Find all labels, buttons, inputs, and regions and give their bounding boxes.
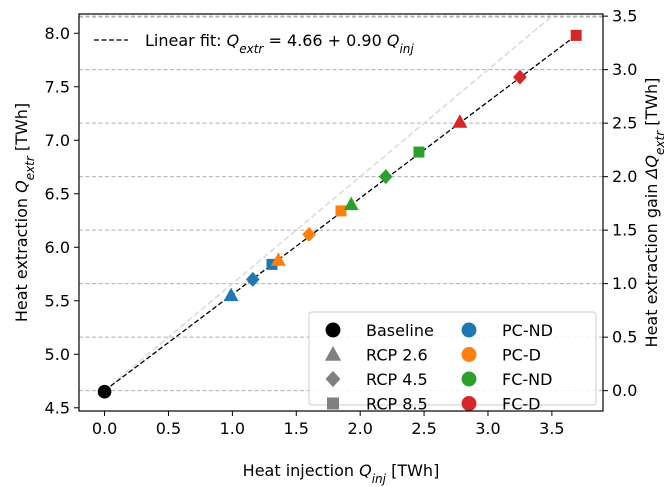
y-right-tick-label: 3.5 — [612, 7, 637, 26]
y-left-tick-label: 7.5 — [45, 77, 70, 96]
data-point-fc-nd-rcp-8-5 — [413, 146, 425, 158]
plot-frame — [78, 13, 604, 412]
legend-label-baseline: Baseline — [366, 321, 434, 340]
data-point-fc-d-rcp-2-6 — [452, 114, 468, 128]
reference-line — [104, 14, 556, 392]
x-tick-label: 3.5 — [539, 419, 564, 438]
data-point-pc-nd-rcp-4-5 — [245, 271, 260, 287]
data-point-pc-nd-rcp-2-6 — [223, 287, 239, 302]
y-left-tick-label: 5.0 — [45, 345, 70, 364]
y-right-tick-label: 2.5 — [612, 114, 637, 133]
legend-box — [308, 311, 597, 406]
x-tick-label: 1.5 — [284, 419, 309, 438]
y-right-tick-label: 2.0 — [612, 167, 637, 186]
y-axis-left-label: Heat extraction Qextr [TWh] — [12, 103, 37, 322]
data-point-pc-d-rcp-2-6 — [270, 252, 286, 266]
y-left-tick-label: 6.0 — [45, 238, 70, 257]
legend-marker-pc-nd — [461, 322, 477, 338]
legend-marker-fc-nd — [461, 371, 477, 387]
data-point-fc-d-rcp-4-5 — [513, 69, 527, 85]
x-tick-label: 3.0 — [475, 419, 500, 438]
data-point-pc-d-rcp-4-5 — [302, 226, 316, 242]
data-point-baseline-baseline — [97, 384, 112, 399]
legend-label-fc-nd: FC-ND — [502, 370, 552, 389]
x-tick-label: 0.0 — [92, 419, 117, 438]
x-tick-label: 2.5 — [411, 419, 436, 438]
data-point-fc-nd-rcp-2-6 — [343, 196, 359, 211]
legend-label-rcp-8-5: RCP 8.5 — [366, 395, 428, 414]
data-point-pc-d-rcp-8-5 — [335, 205, 347, 217]
data-point-fc-d-rcp-8-5 — [570, 29, 582, 41]
legend-marker-rcp-4-5 — [325, 370, 341, 388]
x-axis-label: Heat injection Qinj [TWh] — [243, 461, 440, 486]
y-right-tick-label: 1.0 — [612, 274, 637, 293]
legend-marker-baseline — [325, 322, 341, 338]
data-points — [97, 29, 582, 399]
legend-marker-rcp-2-6 — [324, 345, 342, 361]
y-left-tick-label: 5.5 — [45, 291, 70, 310]
y-right-tick-label: 0.5 — [612, 328, 637, 347]
grid-lines — [79, 15, 603, 392]
y-right-tick-label: 0.0 — [612, 381, 637, 400]
y-left-tick-label: 6.5 — [45, 184, 70, 203]
y-left-tick-label: 4.5 — [45, 398, 70, 417]
legend-label-fc-d: FC-D — [502, 395, 540, 414]
legend-marker-fc-d — [461, 396, 477, 411]
y-axis-left: 4.5 5.0 5.5 6.0 6.5 7.0 7.5 8.0 — [45, 24, 79, 417]
y-right-tick-label: 3.0 — [612, 60, 637, 79]
y-left-tick-label: 7.0 — [45, 131, 70, 150]
x-tick-label: 0.5 — [156, 419, 181, 438]
axis-labels: Heat injection Qinj [TWh] Heat extraction… — [12, 78, 667, 486]
y-left-tick-label: 8.0 — [45, 24, 70, 43]
x-tick-label: 2.0 — [347, 419, 372, 438]
fit-legend: Linear fit: Qextr = 4.66 + 0.90 Qinj — [94, 31, 414, 56]
data-point-fc-nd-rcp-4-5 — [378, 169, 393, 185]
y-right-tick-label: 1.5 — [612, 221, 637, 240]
legend-label-pc-d: PC-D — [502, 346, 541, 365]
fit-legend-label: Linear fit: Qextr = 4.66 + 0.90 Qinj — [145, 31, 414, 56]
legend-marker-rcp-8-5 — [327, 397, 339, 410]
reference-line-path — [104, 14, 556, 392]
legend-label-rcp-2-6: RCP 2.6 — [366, 346, 428, 365]
legend-label-rcp-4-5: RCP 4.5 — [366, 370, 428, 389]
legend-marker-pc-d — [461, 347, 477, 362]
y-axis-right: 0.0 0.5 1.0 1.5 2.0 2.5 3.0 3.5 — [603, 7, 637, 400]
legend: Baseline RCP 2.6 RCP 4.5 RCP 8.5 PC-ND PC-D FC… — [308, 311, 597, 414]
y-axis-right-label: Heat extraction gain ΔQextr [TWh] — [642, 78, 667, 348]
x-tick-label: 1.0 — [220, 419, 245, 438]
legend-label-pc-nd: PC-ND — [502, 321, 553, 340]
x-axis: 0.0 0.5 1.0 1.5 2.0 2.5 3.0 3.5 — [92, 411, 565, 438]
